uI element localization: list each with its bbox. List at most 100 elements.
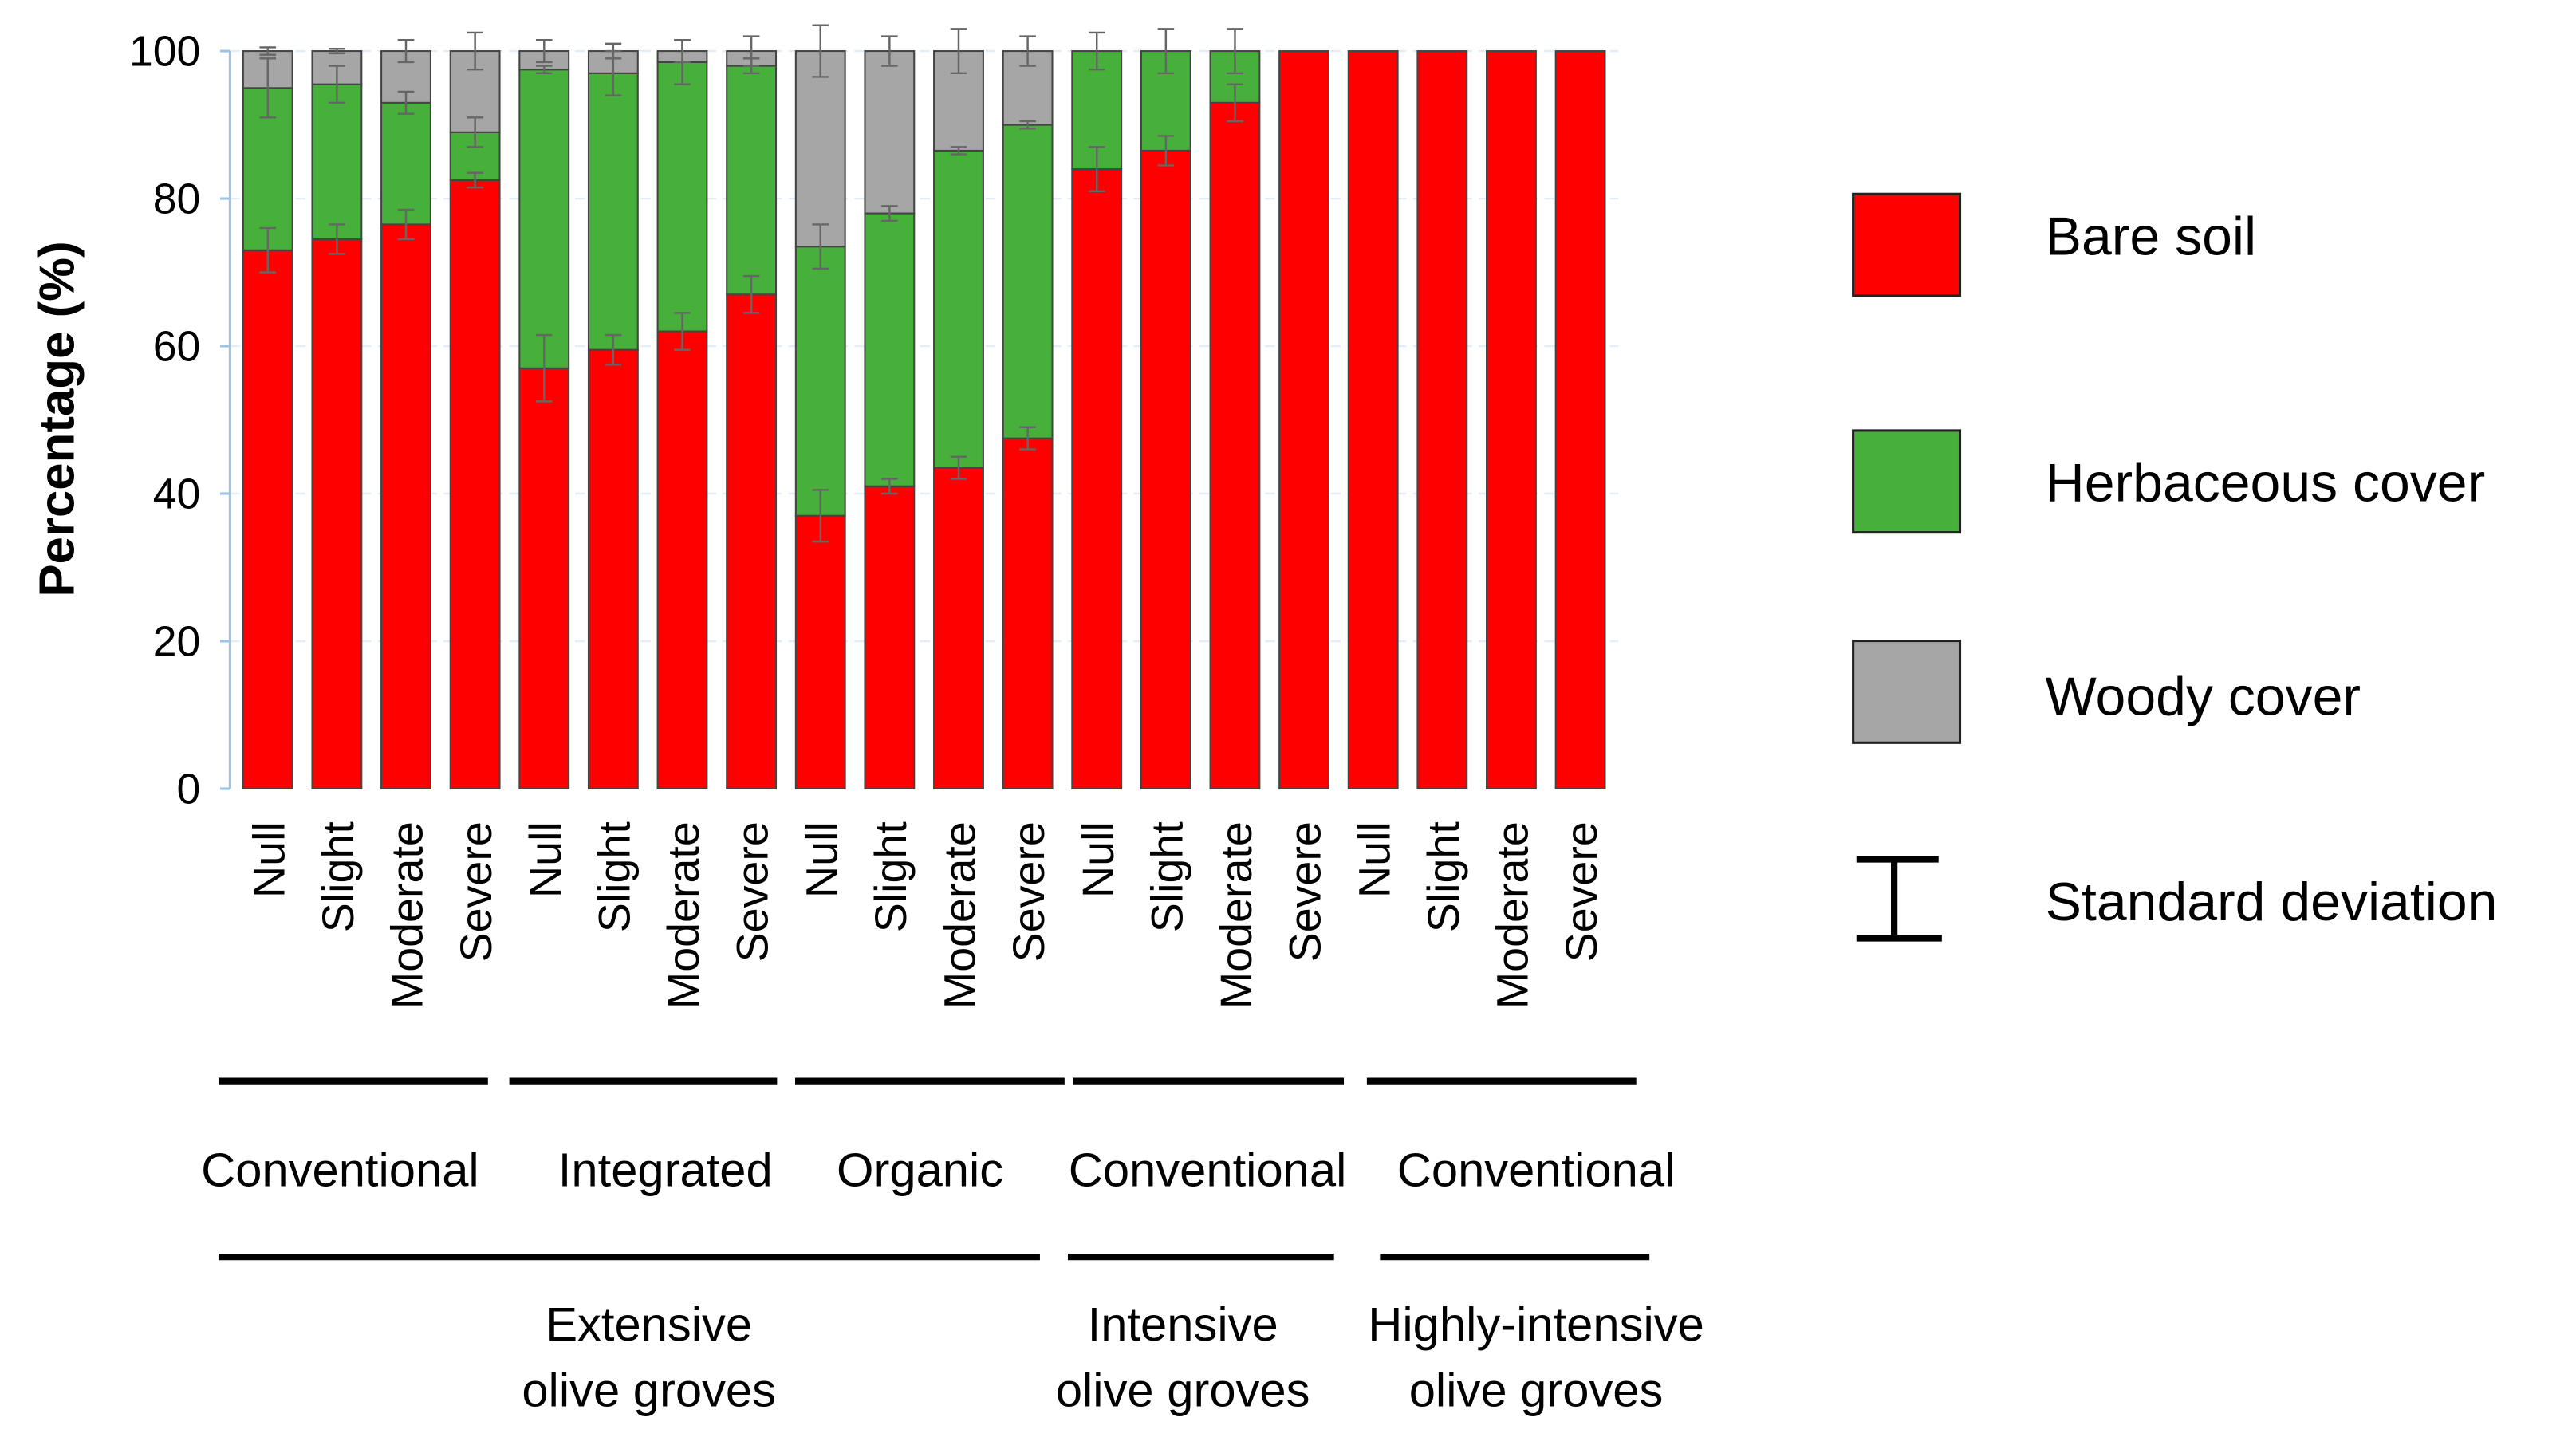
- bar-bare-soil: [1554, 50, 1606, 790]
- group-label-level1: Integrated: [558, 1143, 773, 1196]
- error-bar: [397, 208, 415, 241]
- x-tick-label: Slight: [866, 821, 916, 933]
- error-bar: [1227, 28, 1243, 75]
- error-bar: [950, 455, 967, 480]
- bar-bare-soil: [794, 514, 846, 790]
- group-label-level1: Conventional: [1397, 1143, 1676, 1196]
- bar-bare-soil: [311, 238, 363, 790]
- error-bar: [674, 312, 691, 351]
- error-bar: [397, 38, 415, 64]
- x-tick-label: Moderate: [935, 821, 985, 1009]
- legend-label-sd: Standard deviation: [2046, 872, 2498, 932]
- x-tick-label: Null: [521, 821, 570, 898]
- bar-herbaceous: [726, 65, 778, 296]
- error-bars: [259, 24, 1243, 543]
- y-axis-label: Percentage (%): [30, 241, 85, 596]
- group-label-level1: Organic: [837, 1143, 1003, 1196]
- error-bar: [1227, 83, 1243, 123]
- bar-herbaceous: [311, 83, 363, 240]
- x-tick-label: Null: [797, 821, 846, 898]
- group-labels-level1: Conventional Integrated Organic Conventiona…: [201, 1077, 1676, 1196]
- bar-bare-soil: [656, 330, 708, 790]
- bar-bare-soil: [449, 179, 501, 790]
- gridlines: [230, 49, 1619, 643]
- error-bar: [1157, 28, 1175, 75]
- error-bar: [1088, 31, 1105, 71]
- legend-swatch-woody: [1852, 640, 1962, 744]
- error-bar: [742, 274, 760, 314]
- error-bar: [950, 146, 967, 156]
- error-bar: [674, 38, 691, 64]
- y-tick-label: 80: [153, 176, 201, 223]
- error-bar: [881, 35, 898, 67]
- y-tick-label: 60: [153, 324, 201, 371]
- x-tick-label: Moderate: [1211, 821, 1261, 1009]
- x-tick-labels: Null Slight Moderate Severe Null Slight Modera…: [244, 821, 1606, 1009]
- bar-bare-soil: [933, 467, 984, 790]
- error-bar: [1019, 120, 1036, 130]
- error-bar: [881, 478, 898, 495]
- bar-herbaceous: [656, 61, 708, 333]
- group-label-level2: olive groves: [522, 1364, 776, 1417]
- legend-swatch-bare-soil: [1852, 192, 1962, 297]
- error-bar: [1157, 135, 1175, 167]
- bar-bare-soil: [242, 249, 293, 790]
- group-labels-level2: Extensive olive groves Intensive olive grov…: [218, 1253, 1704, 1417]
- bar-bare-soil: [1071, 168, 1123, 790]
- y-tick-label: 20: [153, 619, 201, 666]
- error-bar: [812, 24, 829, 78]
- bar-bare-soil: [380, 223, 431, 790]
- error-bar: [467, 31, 483, 71]
- error-bar: [605, 42, 622, 60]
- bar-bare-soil: [1416, 50, 1468, 790]
- x-tick-label: Slight: [1419, 821, 1468, 933]
- error-bar-icon: [1856, 856, 1942, 942]
- x-tick-label: Moderate: [1488, 821, 1538, 1009]
- error-bar: [1088, 146, 1105, 193]
- bar-bare-soil: [864, 485, 916, 790]
- error-bar: [742, 35, 760, 67]
- error-bar: [812, 223, 829, 270]
- x-tick-label: Severe: [728, 821, 778, 962]
- bar-woody: [864, 50, 916, 215]
- bar-bare-soil: [518, 367, 570, 790]
- error-bar: [329, 223, 345, 255]
- group-label-level2: Intensive: [1088, 1297, 1278, 1351]
- group-label-level2: olive groves: [1409, 1364, 1664, 1417]
- error-bar: [259, 46, 277, 56]
- bar-bare-soil: [726, 293, 778, 790]
- y-tick-label: 100: [129, 29, 200, 76]
- x-tick-label: Moderate: [659, 821, 708, 1009]
- bar-bare-soil: [587, 348, 639, 790]
- x-tick-label: Severe: [1004, 821, 1054, 962]
- legend-label-bare-soil: Bare soil: [2046, 207, 2256, 267]
- error-bar: [397, 90, 415, 115]
- group-label-level2: Highly-intensive: [1368, 1297, 1704, 1351]
- group-label-level1: Conventional: [201, 1143, 479, 1196]
- error-bar: [467, 171, 483, 189]
- error-bar: [535, 65, 553, 75]
- y-ticks: 0 20 40 60 80 100: [129, 29, 230, 813]
- legend-label-woody: Woody cover: [2046, 666, 2361, 726]
- x-tick-label: Slight: [313, 821, 363, 933]
- y-tick-label: 0: [177, 766, 201, 813]
- error-bar: [950, 28, 967, 75]
- legend-label-herbaceous: Herbaceous cover: [2046, 452, 2486, 513]
- error-bar: [1019, 426, 1036, 451]
- error-bar: [467, 116, 483, 148]
- error-bar: [535, 38, 553, 64]
- bar-herbaceous: [794, 246, 846, 517]
- bar-herbaceous: [380, 101, 431, 226]
- bar-herbaceous: [587, 72, 639, 351]
- bar-bare-soil: [1278, 50, 1330, 790]
- error-bar: [1019, 35, 1036, 67]
- group-label-level2: Extensive: [546, 1297, 752, 1351]
- bar-herbaceous: [518, 69, 570, 369]
- error-bar: [259, 57, 277, 119]
- group-label-level2: olive groves: [1056, 1364, 1310, 1417]
- error-bar: [535, 333, 553, 403]
- x-tick-label: Slight: [589, 821, 639, 933]
- bar-bare-soil: [1140, 149, 1191, 790]
- error-bar: [812, 489, 829, 543]
